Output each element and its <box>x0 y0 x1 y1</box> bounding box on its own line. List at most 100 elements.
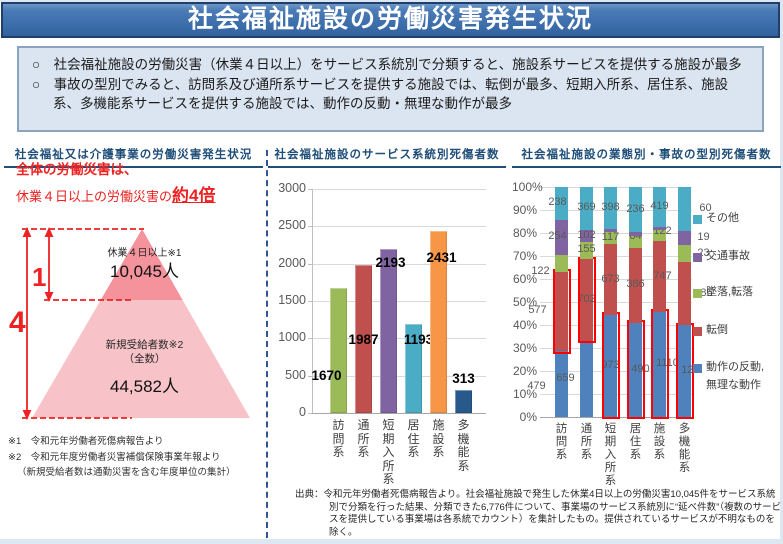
value-label-多機能系: 313 <box>452 371 475 386</box>
x-category-label: 訪問系 <box>555 423 568 461</box>
bar-短期入所系 <box>380 249 397 413</box>
segment-value-訪問系-交通事故: 254 <box>548 230 567 243</box>
legend-label: 無理な動作 <box>706 379 761 391</box>
segment-訪問系-転倒 <box>555 271 568 352</box>
segment-短期入所系-動作の反動,無理な動作 <box>604 314 617 417</box>
key-message-line2: 休業４日以上の労働災害の約4倍 <box>16 186 216 205</box>
bar-通所系 <box>355 264 372 413</box>
segment-value-訪問系-動作の反動,無理な動作: 479 <box>527 380 546 392</box>
value-label-居住系: 1193 <box>403 332 434 347</box>
bar-多機能系 <box>455 389 472 413</box>
y-tick-label: 100% <box>512 180 543 194</box>
segment-value-訪問系-転倒: 577 <box>528 304 547 317</box>
x-category-label: 施設系 <box>432 418 445 459</box>
y-tick-label: 20% <box>512 364 537 378</box>
legend-label: 転倒 <box>706 324 728 336</box>
segment-居住系-その他 <box>629 187 642 233</box>
intro-bullet-1: ○ 社会福祉施設の労働災害（休業４日以上）をサービス系統別で分類すると、施設系サ… <box>32 57 742 72</box>
gridline <box>312 338 486 340</box>
x-category-label: 施設系 <box>653 423 666 461</box>
x-category-label: 短期入所系 <box>382 418 395 486</box>
y-axis-line <box>312 189 313 413</box>
segment-居住系-墜落,転落 <box>629 235 642 249</box>
highlight-box-通所系 <box>577 256 596 344</box>
pyramid-top-label: 休業４日以上※1 <box>107 248 182 259</box>
segment-通所系-その他 <box>580 187 593 230</box>
segment-居住系-転倒 <box>629 248 642 323</box>
y-tick-mark <box>308 263 312 265</box>
segment-value-施設系-その他: 419 <box>650 199 669 212</box>
slide-right-edge <box>780 0 783 544</box>
y-tick-label: 50% <box>512 295 537 309</box>
segment-施設系-転倒 <box>653 241 666 312</box>
legend-label: 交通事故 <box>706 250 750 262</box>
segment-短期入所系-交通事故 <box>604 228 617 233</box>
source-note: 出典：令和元年労働者死傷病報告より。社会福祉施設で発生した休業4日以上の労働災害… <box>295 489 782 538</box>
x-category-label: 居住系 <box>629 423 642 461</box>
x-category-label: 多機能系 <box>678 423 691 474</box>
segment-居住系-動作の反動,無理な動作 <box>629 322 642 417</box>
segment-施設系-その他 <box>653 187 666 227</box>
segment-value-訪問系-その他: 238 <box>548 196 567 209</box>
x-category-label: 訪問系 <box>332 418 345 459</box>
segment-value-居住系-その他: 236 <box>626 202 645 215</box>
y-tick-label: 3000 <box>278 181 306 195</box>
gridline <box>312 226 486 228</box>
left-panel: 全体の労働災害は、 休業４日以上の労働災害の約4倍 1 4 休業４日以上※1 <box>4 146 264 544</box>
key-message-emphasis: 約4倍 <box>172 186 216 205</box>
legend-swatch <box>693 289 702 298</box>
segment-value-訪問系-墜落,転落: 122 <box>531 265 550 278</box>
segment-施設系-墜落,転落 <box>653 229 666 242</box>
legend-swatch <box>693 327 702 336</box>
segment-多機能系-動作の反動,無理な動作 <box>678 325 691 417</box>
intro-bullet-2: ○ 事故の型別でみると、訪問系及び通所系サービスを提供する施設では、転倒が最多、… <box>32 76 729 112</box>
y-tick-label: 0 <box>299 405 306 419</box>
gridline <box>312 413 486 414</box>
segment-value-多機能系-転倒: 86 <box>700 286 713 299</box>
pyramid-top-value: 10,045人 <box>110 262 179 281</box>
footnotes: ※1 令和元年労働者死傷病報告より ※2 令和元年度労働者災害補償保険事業年報より… <box>8 434 236 481</box>
segment-訪問系-交通事故 <box>555 219 568 255</box>
y-tick-mark <box>308 375 312 377</box>
segment-value-居住系-動作の反動,無理な動作: 490 <box>631 362 650 375</box>
segment-value-多機能系-その他: 60 <box>699 202 712 215</box>
pyramid-bottom-value: 44,582人 <box>110 377 179 396</box>
x-category-label: 通所系 <box>357 418 370 459</box>
x-category-label: 通所系 <box>580 423 593 461</box>
segment-value-短期入所系-その他: 398 <box>601 200 620 213</box>
legend-swatch <box>693 364 702 373</box>
y-tick-mark <box>308 301 312 302</box>
intro-box: ○ 社会福祉施設の労働災害（休業４日以上）をサービス系統別で分類すると、施設系サ… <box>17 46 764 132</box>
panel-divider-dashed <box>266 150 268 538</box>
slide-bottom-edge <box>0 539 783 544</box>
segment-多機能系-交通事故 <box>678 231 691 246</box>
y-tick-label: 70% <box>512 249 537 263</box>
ratio-guides <box>22 228 144 419</box>
segment-value-施設系-転倒: 747 <box>653 269 672 282</box>
segment-訪問系-その他 <box>555 187 568 220</box>
segment-value-通所系-墜落,転落: 155 <box>577 243 596 256</box>
value-label-訪問系: 1670 <box>311 368 342 383</box>
segment-短期入所系-転倒 <box>604 244 617 315</box>
y-tick-mark <box>308 413 312 414</box>
highlight-box-訪問系 <box>552 269 571 354</box>
bar-居住系 <box>405 323 422 413</box>
segment-短期入所系-その他 <box>604 187 617 229</box>
page-title: 社会福祉施設の労働災害発生状況 <box>187 5 593 33</box>
pyramid-top-section <box>100 229 183 300</box>
key-message-line1: 全体の労働災害は、 <box>16 162 138 177</box>
y-tick-label: 1500 <box>278 293 306 307</box>
pyramid-bottom-section <box>32 300 250 418</box>
pyramid-bottom-sublabel: （全数） <box>123 353 166 365</box>
gridline <box>312 263 486 265</box>
middle-panel-header: 社会福祉施設のサービス系統別死傷者数 <box>268 146 506 168</box>
y-tick-label: 30% <box>512 341 537 355</box>
value-label-通所系: 1987 <box>348 332 379 347</box>
right-panel-header: 社会福祉施設の業態別・事故の型別死傷者数 <box>512 146 781 168</box>
legend-label: その他 <box>706 212 739 224</box>
y-tick-label: 60% <box>512 272 537 286</box>
y-tick-label: 2000 <box>278 255 306 270</box>
segment-value-多機能系-交通事故: 19 <box>697 231 710 244</box>
bar-訪問系 <box>330 288 347 413</box>
